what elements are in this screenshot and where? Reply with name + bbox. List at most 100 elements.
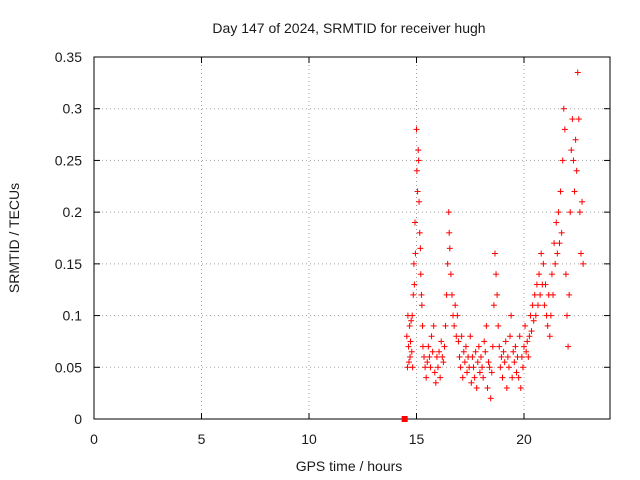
data-point: [531, 291, 538, 298]
data-point: [533, 281, 540, 288]
y-tick-label: 0.05: [55, 359, 82, 375]
data-point: [433, 353, 440, 360]
data-point: [566, 291, 573, 298]
data-point: [548, 271, 555, 278]
data-point: [524, 338, 531, 345]
data-point: [525, 353, 532, 360]
data-point: [526, 333, 533, 340]
data-point: [410, 260, 417, 267]
data-point: [554, 250, 561, 257]
data-point: [457, 364, 464, 371]
data-point: [511, 359, 518, 366]
data-point: [510, 348, 517, 355]
data-point: [405, 343, 412, 350]
data-point: [435, 364, 441, 371]
data-point: [496, 343, 503, 350]
data-point: [424, 359, 431, 366]
data-point: [562, 271, 569, 278]
data-point: [410, 291, 417, 298]
data-point: [556, 240, 563, 247]
data-point: [489, 343, 496, 350]
y-tick-label: 0.15: [55, 256, 82, 272]
data-point: [519, 364, 526, 371]
grid-lines: [94, 57, 610, 419]
data-point: [417, 271, 424, 278]
data-point: [448, 291, 455, 298]
data-point: [537, 291, 544, 298]
data-point: [522, 322, 529, 329]
data-point: [565, 343, 572, 350]
data-point: [482, 348, 489, 355]
data-point: [550, 291, 557, 298]
data-point: [576, 209, 583, 216]
data-point: [455, 338, 462, 345]
data-point: [429, 348, 436, 355]
data-point: [479, 364, 486, 371]
data-point: [446, 229, 453, 236]
data-point: [445, 209, 452, 216]
data-point: [430, 322, 437, 329]
data-point: [507, 333, 514, 340]
data-point: [483, 322, 490, 329]
data-point: [427, 364, 434, 371]
data-point: [512, 343, 519, 350]
data-point: [415, 147, 422, 154]
data-point: [499, 374, 506, 381]
data-point: [426, 353, 433, 360]
data-point: [422, 364, 429, 371]
data-point: [530, 317, 537, 324]
data-point: [417, 245, 424, 252]
data-point: [480, 374, 487, 381]
data-point: [462, 343, 469, 350]
data-point: [567, 209, 574, 216]
data-point: [416, 229, 423, 236]
data-point: [478, 353, 484, 360]
data-point: [413, 126, 420, 133]
x-tick-label: 5: [198, 431, 206, 447]
data-point: [501, 359, 508, 366]
data-point: [536, 271, 543, 278]
data-point: [464, 369, 471, 376]
data-point: [552, 260, 559, 267]
data-point: [419, 322, 426, 329]
x-tick-label: 20: [516, 431, 532, 447]
data-point: [505, 364, 512, 371]
data-point: [467, 333, 474, 340]
data-point: [574, 69, 581, 76]
data-point: [408, 317, 415, 324]
data-point: [493, 271, 500, 278]
data-point: [491, 250, 498, 257]
data-point: [412, 250, 419, 257]
data-point: [442, 322, 449, 329]
data-point: [558, 229, 565, 236]
data-point: [484, 384, 491, 391]
data-point: [458, 333, 465, 340]
data-point: [494, 291, 501, 298]
x-axis-label: GPS time / hours: [296, 458, 403, 474]
data-point: [518, 353, 525, 360]
data-point: [572, 136, 579, 143]
data-point: [453, 333, 460, 340]
data-point: [528, 328, 535, 335]
y-tick-label: 0.3: [63, 101, 83, 117]
data-point: [486, 364, 493, 371]
data-point: [404, 364, 411, 371]
data-point: [451, 322, 458, 329]
data-point: [425, 343, 432, 350]
data-point: [516, 333, 523, 340]
data-point: [446, 245, 453, 252]
data-point: [409, 312, 416, 319]
data-point: [468, 379, 475, 386]
data-point: [409, 364, 416, 371]
data-point: [564, 312, 570, 319]
data-point: [487, 395, 494, 402]
data-point: [452, 302, 459, 309]
data-point: [418, 291, 425, 298]
data-point: [418, 302, 425, 309]
data-point: [481, 338, 488, 345]
data-point: [546, 333, 553, 340]
data-point: [471, 374, 478, 381]
data-point: [441, 343, 448, 350]
data-point: [403, 333, 410, 340]
